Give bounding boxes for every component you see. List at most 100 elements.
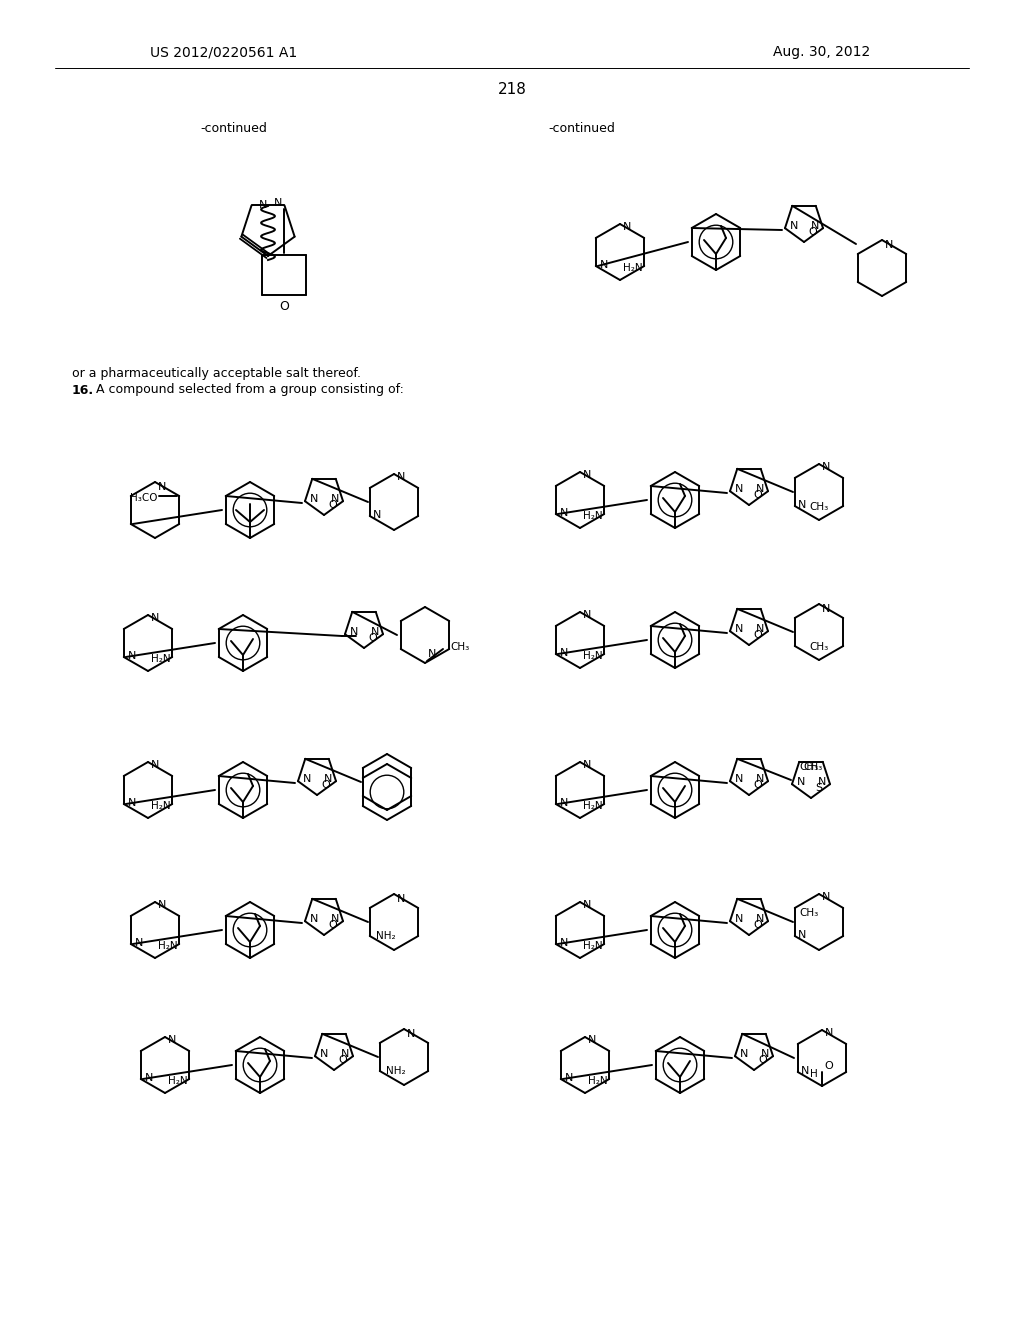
- Text: O: O: [328, 500, 337, 510]
- Text: N: N: [319, 1049, 329, 1059]
- Text: H₂N: H₂N: [151, 801, 170, 810]
- Text: NH₂: NH₂: [386, 1067, 406, 1076]
- Text: N: N: [583, 610, 592, 620]
- Text: N: N: [158, 900, 166, 909]
- Text: O: O: [758, 1055, 767, 1065]
- Text: or a pharmaceutically acceptable salt thereof.: or a pharmaceutically acceptable salt th…: [72, 367, 361, 380]
- Text: N: N: [735, 484, 743, 494]
- Text: N: N: [798, 500, 806, 510]
- Text: O: O: [321, 780, 330, 789]
- Text: N: N: [825, 1028, 834, 1038]
- Text: N: N: [822, 892, 830, 902]
- Text: CH₃: CH₃: [809, 502, 828, 512]
- Text: N: N: [407, 1030, 416, 1039]
- Text: CH₃: CH₃: [800, 908, 819, 917]
- Text: N: N: [885, 240, 893, 249]
- Text: N: N: [331, 915, 339, 924]
- Text: N: N: [128, 799, 136, 808]
- Text: H₂N: H₂N: [623, 263, 642, 273]
- Text: O: O: [328, 920, 337, 931]
- Text: N: N: [331, 494, 339, 504]
- Text: H₂N: H₂N: [168, 1076, 187, 1086]
- Text: N: N: [560, 799, 568, 808]
- Text: N: N: [822, 462, 830, 473]
- Text: O: O: [753, 780, 762, 789]
- Text: N: N: [756, 915, 764, 924]
- Text: US 2012/0220561 A1: US 2012/0220561 A1: [150, 45, 297, 59]
- Text: N: N: [128, 651, 136, 661]
- Text: N: N: [756, 775, 764, 784]
- Text: -continued: -continued: [548, 121, 614, 135]
- Text: NH₂: NH₂: [376, 931, 395, 941]
- Text: O: O: [753, 490, 762, 500]
- Text: N: N: [761, 1049, 769, 1059]
- Text: 16.: 16.: [72, 384, 94, 396]
- Text: O: O: [753, 630, 762, 640]
- Text: N: N: [168, 1035, 176, 1045]
- Text: H₂N: H₂N: [158, 941, 177, 950]
- Text: O: O: [808, 227, 817, 238]
- Text: O: O: [280, 300, 290, 313]
- Text: N: N: [811, 222, 819, 231]
- Text: N: N: [817, 777, 826, 787]
- Text: N: N: [341, 1049, 349, 1059]
- Text: O: O: [368, 634, 377, 643]
- Text: N: N: [583, 470, 592, 480]
- Text: N: N: [158, 482, 166, 492]
- Text: N: N: [373, 510, 381, 520]
- Text: N: N: [560, 508, 568, 517]
- Text: N: N: [274, 198, 283, 209]
- Text: -continued: -continued: [200, 121, 267, 135]
- Text: 218: 218: [498, 82, 526, 98]
- Text: H₂N: H₂N: [583, 801, 602, 810]
- Text: N: N: [371, 627, 379, 638]
- Text: N: N: [560, 648, 568, 657]
- Text: N: N: [740, 1049, 749, 1059]
- Text: N: N: [735, 624, 743, 634]
- Text: H₂N: H₂N: [588, 1076, 607, 1086]
- Text: N: N: [565, 1073, 573, 1082]
- Text: N: N: [583, 900, 592, 909]
- Text: CH₃: CH₃: [803, 762, 822, 772]
- Text: N: N: [397, 473, 406, 482]
- Text: CH₃: CH₃: [809, 642, 828, 652]
- Text: N: N: [303, 775, 311, 784]
- Text: N: N: [735, 915, 743, 924]
- Text: N: N: [350, 627, 358, 638]
- Text: CH₃: CH₃: [450, 642, 469, 652]
- Text: N: N: [588, 1035, 596, 1045]
- Text: N: N: [756, 624, 764, 634]
- Text: O: O: [753, 920, 762, 931]
- Text: CH₃: CH₃: [800, 762, 819, 772]
- Text: N: N: [623, 222, 632, 232]
- Text: N: N: [258, 201, 267, 210]
- Text: N: N: [144, 1073, 154, 1082]
- Text: O: O: [338, 1055, 347, 1065]
- Text: H₂N: H₂N: [583, 941, 602, 950]
- Text: N: N: [560, 939, 568, 948]
- Text: A compound selected from a group consisting of:: A compound selected from a group consist…: [92, 384, 403, 396]
- Text: N: N: [801, 1067, 809, 1076]
- Text: H₂N: H₂N: [583, 651, 602, 661]
- Text: H₃CO: H₃CO: [130, 492, 158, 503]
- Text: N: N: [397, 894, 406, 904]
- Text: N: N: [600, 260, 608, 271]
- Text: N: N: [797, 777, 805, 787]
- Text: S: S: [815, 783, 822, 793]
- Text: N: N: [151, 760, 160, 770]
- Text: N: N: [151, 612, 160, 623]
- Text: N: N: [324, 775, 332, 784]
- Text: N: N: [822, 605, 830, 614]
- Text: H₂N: H₂N: [583, 511, 602, 521]
- Text: N: N: [428, 649, 436, 659]
- Text: N: N: [756, 484, 764, 494]
- Text: N: N: [798, 931, 806, 940]
- Text: O: O: [824, 1061, 833, 1071]
- Text: N: N: [310, 494, 318, 504]
- Text: N: N: [790, 222, 799, 231]
- Text: N: N: [735, 775, 743, 784]
- Text: Aug. 30, 2012: Aug. 30, 2012: [773, 45, 870, 59]
- Text: N: N: [583, 760, 592, 770]
- Text: H₂N: H₂N: [151, 653, 170, 664]
- Text: H: H: [810, 1069, 817, 1078]
